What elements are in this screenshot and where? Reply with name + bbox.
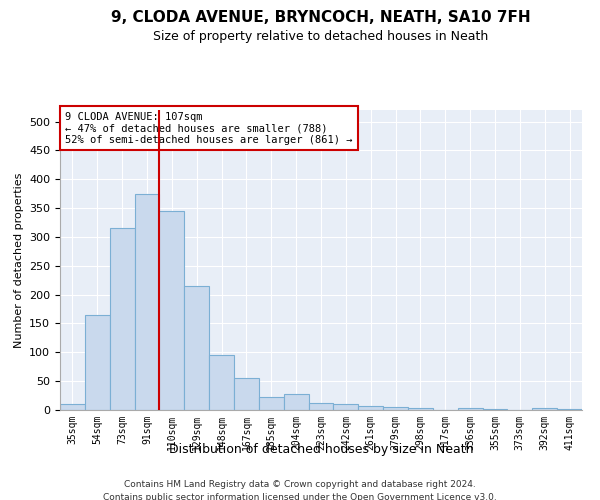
Text: 9 CLODA AVENUE: 107sqm
← 47% of detached houses are smaller (788)
52% of semi-de: 9 CLODA AVENUE: 107sqm ← 47% of detached… bbox=[65, 112, 353, 144]
Bar bbox=[134, 194, 160, 410]
Text: 9, CLODA AVENUE, BRYNCOCH, NEATH, SA10 7FH: 9, CLODA AVENUE, BRYNCOCH, NEATH, SA10 7… bbox=[111, 10, 531, 25]
Bar bbox=[532, 408, 557, 410]
Bar bbox=[184, 286, 209, 410]
Bar bbox=[160, 211, 184, 410]
Text: Distribution of detached houses by size in Neath: Distribution of detached houses by size … bbox=[169, 442, 473, 456]
Bar bbox=[383, 407, 408, 410]
Bar bbox=[308, 402, 334, 410]
Bar bbox=[85, 315, 110, 410]
Bar bbox=[259, 398, 284, 410]
Bar bbox=[358, 406, 383, 410]
Bar bbox=[458, 408, 482, 410]
Bar bbox=[408, 408, 433, 410]
Bar bbox=[557, 409, 582, 410]
Bar bbox=[234, 378, 259, 410]
Text: Contains public sector information licensed under the Open Government Licence v3: Contains public sector information licen… bbox=[103, 492, 497, 500]
Y-axis label: Number of detached properties: Number of detached properties bbox=[14, 172, 23, 348]
Bar bbox=[60, 404, 85, 410]
Text: Contains HM Land Registry data © Crown copyright and database right 2024.: Contains HM Land Registry data © Crown c… bbox=[124, 480, 476, 489]
Text: Size of property relative to detached houses in Neath: Size of property relative to detached ho… bbox=[154, 30, 488, 43]
Bar bbox=[284, 394, 308, 410]
Bar bbox=[110, 228, 134, 410]
Bar bbox=[209, 355, 234, 410]
Bar bbox=[334, 404, 358, 410]
